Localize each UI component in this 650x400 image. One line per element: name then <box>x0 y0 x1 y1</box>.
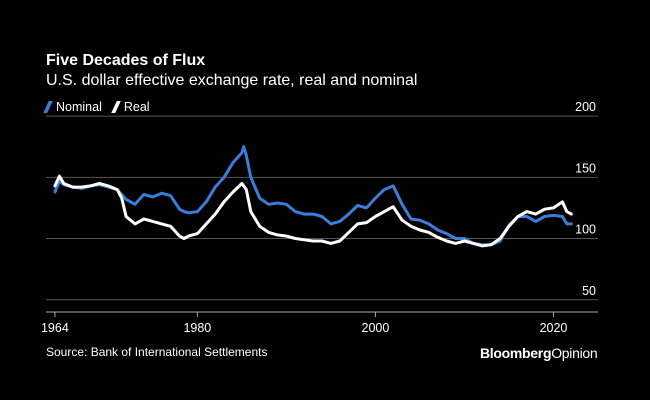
chart-title: Five Decades of Flux <box>46 52 206 69</box>
y-tick-label-200: 200 <box>575 100 596 114</box>
series-layer <box>53 145 573 248</box>
legend-item-nominal: Nominal <box>43 100 102 114</box>
brand-bold: Bloomberg <box>480 345 552 361</box>
brand-logo: BloombergOpinion <box>480 345 598 361</box>
legend-label-real: Real <box>123 100 150 114</box>
x-tick-label-2020: 2020 <box>540 321 568 335</box>
x-tick-label-1980: 1980 <box>183 321 211 335</box>
legend-label-nominal: Nominal <box>56 100 102 114</box>
source-note: Source: Bank of International Settlement… <box>46 345 268 359</box>
brand-regular: Opinion <box>551 345 598 361</box>
y-tick-label-50: 50 <box>582 284 596 298</box>
y-tick-label-150: 150 <box>575 161 596 175</box>
grid-layer <box>46 115 598 301</box>
chart-legend: Nominal Real <box>43 100 162 114</box>
x-tick-label-1964: 1964 <box>41 321 69 335</box>
series-line-nominal <box>53 145 573 247</box>
y-tick-label-100: 100 <box>575 223 596 237</box>
series-line-real <box>53 174 573 248</box>
axis-layer: 200 150 100 50 1964 1980 2000 2020 <box>41 100 598 335</box>
legend-item-real: Real <box>111 100 150 114</box>
x-tick-label-2000: 2000 <box>362 321 390 335</box>
chart-subtitle: U.S. dollar effective exchange rate, rea… <box>46 72 418 89</box>
